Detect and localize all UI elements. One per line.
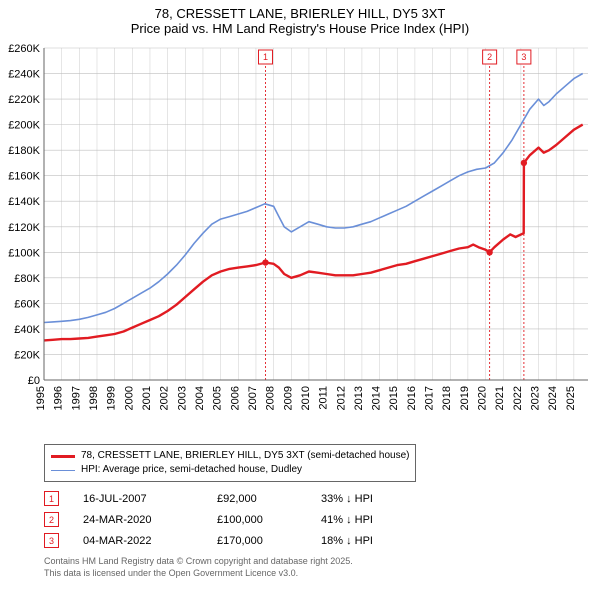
event-marker: 2 [44, 512, 59, 527]
svg-text:£0: £0 [28, 375, 40, 387]
svg-text:£160K: £160K [8, 171, 40, 183]
svg-text:2019: 2019 [459, 386, 471, 410]
svg-text:£100K: £100K [8, 247, 40, 259]
svg-text:2007: 2007 [247, 386, 259, 410]
svg-text:2002: 2002 [159, 386, 171, 410]
svg-text:2: 2 [487, 52, 492, 62]
svg-text:2012: 2012 [335, 386, 347, 410]
event-note: 33% ↓ HPI [321, 493, 373, 505]
event-note: 41% ↓ HPI [321, 514, 373, 526]
event-note: 18% ↓ HPI [321, 535, 373, 547]
chart-container: 78, CRESSETT LANE, BRIERLEY HILL, DY5 3X… [0, 0, 600, 579]
legend: 78, CRESSETT LANE, BRIERLEY HILL, DY5 3X… [44, 444, 416, 482]
chart-plot: £0 £20K £40K £60K £80K £100K £120K £140K £160K £1… [0, 40, 600, 440]
svg-text:2020: 2020 [477, 386, 489, 410]
event-row: 3 04-MAR-2022 £170,000 18% ↓ HPI [44, 530, 586, 551]
svg-text:2011: 2011 [318, 386, 330, 410]
event-price: £92,000 [217, 493, 297, 505]
svg-text:2024: 2024 [547, 386, 559, 410]
svg-text:1996: 1996 [53, 386, 65, 410]
footer-note: Contains HM Land Registry data © Crown c… [44, 555, 586, 579]
svg-text:2000: 2000 [123, 386, 135, 410]
event-date: 04-MAR-2022 [83, 535, 193, 547]
svg-text:2001: 2001 [141, 386, 153, 410]
svg-text:2014: 2014 [371, 386, 383, 410]
event-marker: 3 [44, 533, 59, 548]
svg-text:3: 3 [521, 52, 526, 62]
svg-text:2022: 2022 [512, 386, 524, 410]
title-line-2: Price paid vs. HM Land Registry's House … [0, 21, 600, 36]
svg-text:2015: 2015 [388, 386, 400, 410]
svg-text:2009: 2009 [282, 386, 294, 410]
events-table: 1 16-JUL-2007 £92,000 33% ↓ HPI 2 24-MAR-2020… [44, 488, 586, 551]
svg-text:£140K: £140K [8, 196, 40, 208]
svg-text:2023: 2023 [530, 386, 542, 410]
event-marker: 1 [44, 491, 59, 506]
legend-row: 78, CRESSETT LANE, BRIERLEY HILL, DY5 3X… [51, 449, 409, 463]
title-block: 78, CRESSETT LANE, BRIERLEY HILL, DY5 3X… [0, 0, 600, 40]
svg-text:£240K: £240K [8, 69, 40, 81]
legend-label: HPI: Average price, semi-detached house,… [81, 463, 302, 477]
svg-text:2003: 2003 [176, 386, 188, 410]
legend-label: 78, CRESSETT LANE, BRIERLEY HILL, DY5 3X… [81, 449, 409, 463]
event-price: £170,000 [217, 535, 297, 547]
event-row: 2 24-MAR-2020 £100,000 41% ↓ HPI [44, 509, 586, 530]
svg-text:2008: 2008 [265, 386, 277, 410]
svg-text:1999: 1999 [106, 386, 118, 410]
legend-swatch [51, 455, 75, 458]
svg-text:£260K: £260K [8, 43, 40, 55]
svg-text:£40K: £40K [14, 324, 40, 336]
svg-text:1: 1 [263, 52, 268, 62]
footer-line-1: Contains HM Land Registry data © Crown c… [44, 555, 586, 567]
svg-text:2021: 2021 [494, 386, 506, 410]
svg-text:1997: 1997 [70, 386, 82, 410]
chart-svg: £0 £20K £40K £60K £80K £100K £120K £140K £160K £1… [0, 40, 600, 440]
svg-text:1998: 1998 [88, 386, 100, 410]
svg-text:£220K: £220K [8, 94, 40, 106]
svg-text:£20K: £20K [14, 349, 40, 361]
svg-text:2013: 2013 [353, 386, 365, 410]
svg-text:2005: 2005 [212, 386, 224, 410]
event-row: 1 16-JUL-2007 £92,000 33% ↓ HPI [44, 488, 586, 509]
svg-text:2025: 2025 [565, 386, 577, 410]
svg-text:2006: 2006 [229, 386, 241, 410]
svg-text:£60K: £60K [14, 298, 40, 310]
svg-text:£120K: £120K [8, 222, 40, 234]
svg-text:2016: 2016 [406, 386, 418, 410]
svg-text:£80K: £80K [14, 273, 40, 285]
legend-swatch [51, 470, 75, 471]
event-price: £100,000 [217, 514, 297, 526]
svg-text:1995: 1995 [35, 386, 47, 410]
event-date: 16-JUL-2007 [83, 493, 193, 505]
svg-text:2018: 2018 [441, 386, 453, 410]
svg-text:2017: 2017 [424, 386, 436, 410]
title-line-1: 78, CRESSETT LANE, BRIERLEY HILL, DY5 3X… [0, 6, 600, 21]
footer-line-2: This data is licensed under the Open Gov… [44, 567, 586, 579]
svg-text:2010: 2010 [300, 386, 312, 410]
svg-text:2004: 2004 [194, 386, 206, 410]
svg-text:£180K: £180K [8, 145, 40, 157]
svg-text:£200K: £200K [8, 120, 40, 132]
event-date: 24-MAR-2020 [83, 514, 193, 526]
legend-row: HPI: Average price, semi-detached house,… [51, 463, 409, 477]
